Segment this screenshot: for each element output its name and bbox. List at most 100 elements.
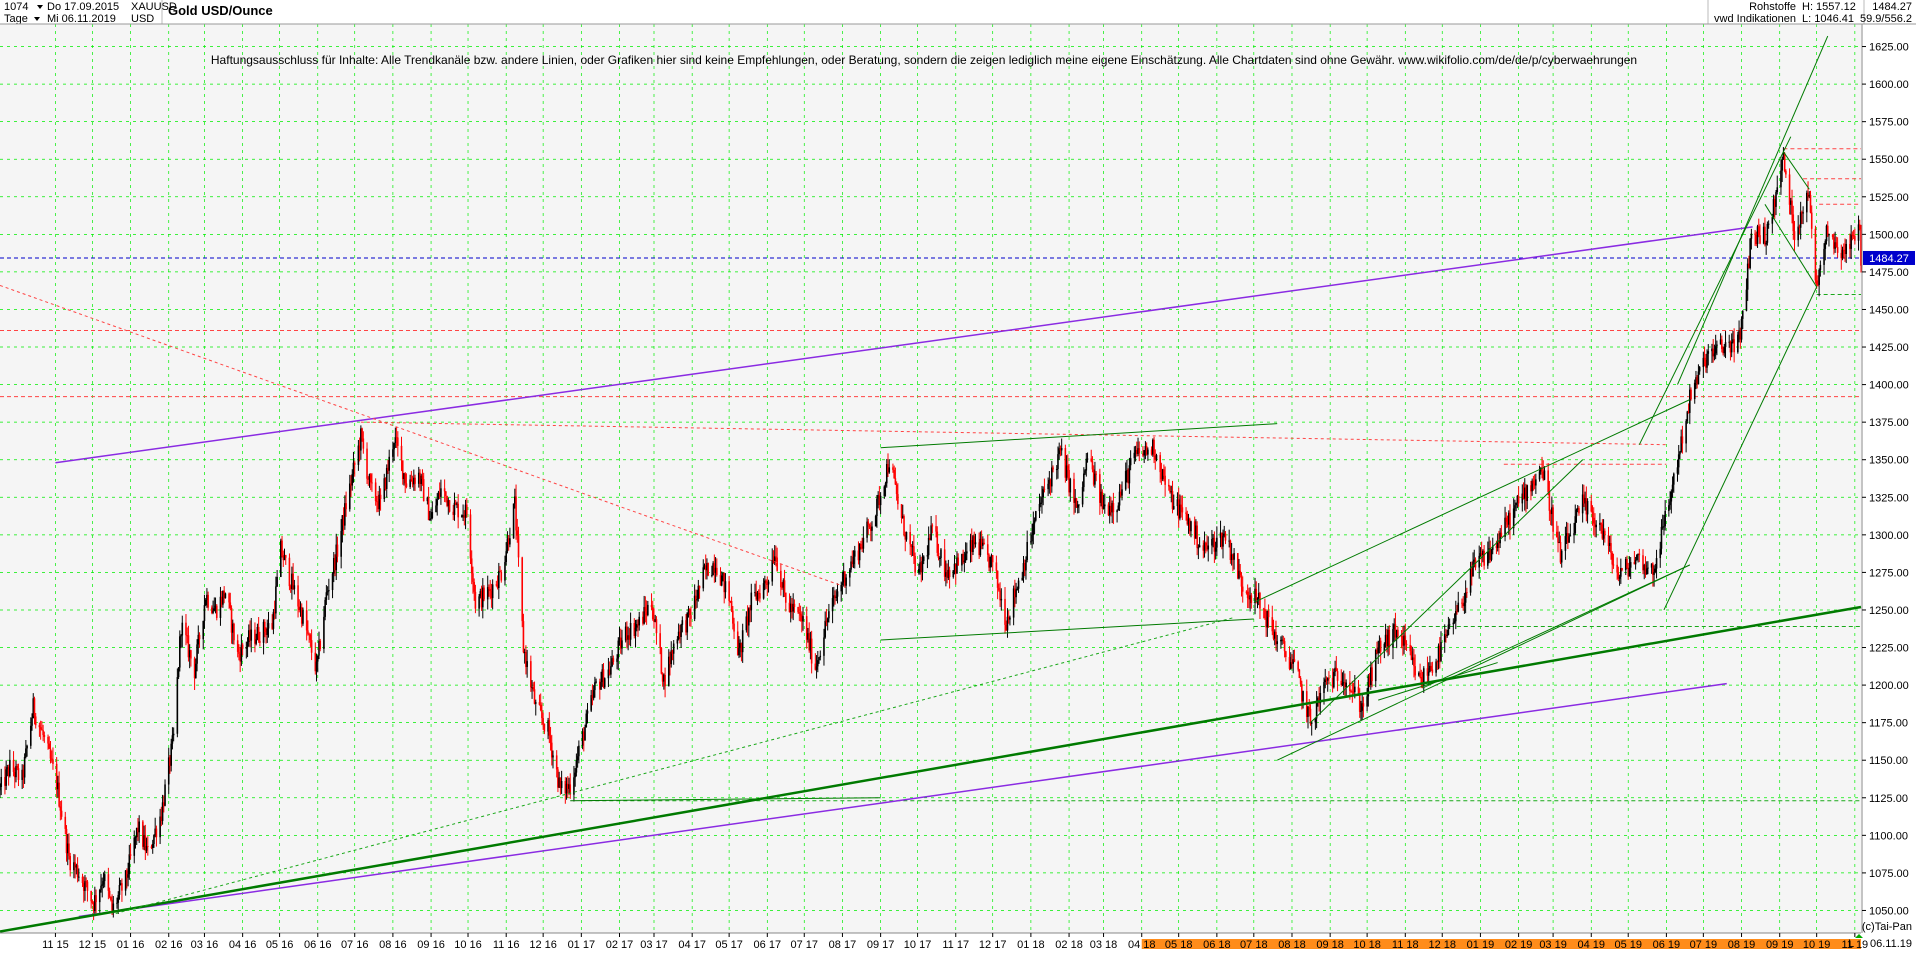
trend-line[interactable] — [1422, 564, 1691, 689]
candle-body — [799, 613, 802, 616]
candle-body — [585, 713, 588, 728]
candle-body — [964, 553, 967, 561]
candle-body — [823, 637, 825, 656]
candle-body — [759, 593, 761, 599]
candle-body — [4, 777, 6, 786]
candle-body — [1654, 568, 1657, 573]
trend-line[interactable] — [880, 618, 1254, 641]
candle-body — [1552, 507, 1554, 532]
candle-body — [78, 876, 80, 878]
candle-body — [196, 644, 198, 664]
trend-line[interactable] — [78, 682, 1727, 918]
candle-body — [34, 716, 37, 726]
candle-body — [1317, 697, 1319, 702]
candle-body — [858, 543, 861, 561]
candle-body — [1430, 665, 1432, 670]
candle-body — [1388, 629, 1391, 648]
candle-body — [1844, 250, 1846, 255]
candle-body — [938, 557, 941, 559]
bar-count[interactable]: 1074 — [4, 1, 28, 13]
header-bg — [0, 0, 1916, 24]
date-to: Mi 06.11.2019 — [47, 13, 116, 25]
month-label: 07 19 — [1690, 939, 1718, 951]
candle-body — [1112, 503, 1115, 513]
candle-body — [1757, 226, 1760, 236]
candle-body — [177, 667, 180, 678]
month-label: 12 17 — [979, 939, 1007, 951]
trend-line[interactable] — [1310, 459, 1583, 724]
candle-body — [1198, 545, 1201, 548]
candle-body — [1376, 649, 1378, 654]
candle-body — [1445, 634, 1447, 636]
chevron-down-icon[interactable] — [37, 5, 43, 9]
candle-body — [59, 806, 62, 811]
candle-body — [342, 515, 345, 526]
candle-body — [1672, 473, 1675, 485]
candle-body — [893, 469, 895, 479]
candle-body — [1392, 629, 1394, 648]
candle-body — [1676, 467, 1679, 474]
candle-body — [1448, 624, 1451, 626]
trend-line[interactable] — [1764, 204, 1818, 288]
trend-line[interactable] — [0, 284, 843, 587]
candle-body — [331, 573, 334, 591]
candle-body — [962, 554, 964, 563]
candle-body — [1690, 389, 1692, 400]
horizontal-lines-layer — [0, 148, 1861, 802]
candle-body — [1256, 598, 1259, 600]
candle-body — [1022, 563, 1025, 578]
candle-body — [155, 828, 158, 838]
candle-body — [324, 599, 326, 617]
trend-line[interactable] — [55, 226, 1753, 464]
candle-body — [1273, 631, 1276, 639]
timeframe[interactable]: Tage — [4, 13, 28, 25]
candle-body — [995, 562, 998, 571]
scroll-arrow-icon[interactable] — [1855, 934, 1863, 938]
trend-line[interactable] — [1677, 35, 1829, 385]
candle-body — [868, 524, 871, 528]
trend-line[interactable] — [1663, 286, 1818, 611]
candle-body — [160, 816, 163, 821]
candle-body — [491, 584, 494, 599]
candle-body — [437, 492, 440, 500]
candle-body — [892, 467, 894, 470]
trend-line[interactable] — [360, 421, 1667, 446]
trend-line[interactable] — [880, 423, 1278, 449]
month-label: 10 18 — [1353, 939, 1381, 951]
candle-body — [634, 627, 637, 636]
candle-body — [1668, 505, 1670, 511]
candle-body — [866, 521, 868, 538]
trend-line[interactable] — [1638, 136, 1792, 445]
timeline-highlight[interactable] — [1141, 939, 1861, 949]
candle-body — [809, 638, 812, 651]
candle-body — [826, 618, 829, 623]
candle-body — [1099, 474, 1101, 503]
trend-line[interactable] — [1253, 399, 1691, 603]
candle-body — [664, 674, 666, 687]
candle-body — [94, 895, 96, 911]
trend-line[interactable] — [1276, 564, 1691, 761]
candle-body — [903, 516, 905, 535]
candle-body — [525, 652, 527, 667]
candle-body — [102, 881, 105, 885]
candle-body — [314, 652, 317, 672]
month-label: 08 17 — [829, 939, 857, 951]
scale-mode[interactable]: L — [1848, 938, 1854, 950]
trend-line[interactable] — [0, 605, 1862, 933]
candle-body — [1842, 249, 1845, 251]
chevron-down-icon[interactable] — [34, 17, 40, 21]
trend-line[interactable] — [115, 616, 1235, 914]
trend-line[interactable] — [1782, 151, 1810, 190]
candle-body — [404, 473, 407, 484]
plot-area[interactable] — [0, 24, 1861, 933]
candle-body — [836, 591, 839, 597]
candle-body — [651, 607, 654, 620]
candle-body — [1206, 545, 1208, 550]
candle-body — [765, 580, 767, 584]
trend-line[interactable] — [570, 797, 881, 802]
candle-body — [393, 442, 395, 450]
candle-body — [241, 644, 244, 649]
trend-line[interactable] — [1378, 662, 1498, 701]
candle-body — [756, 592, 759, 600]
candle-body — [1663, 526, 1665, 528]
